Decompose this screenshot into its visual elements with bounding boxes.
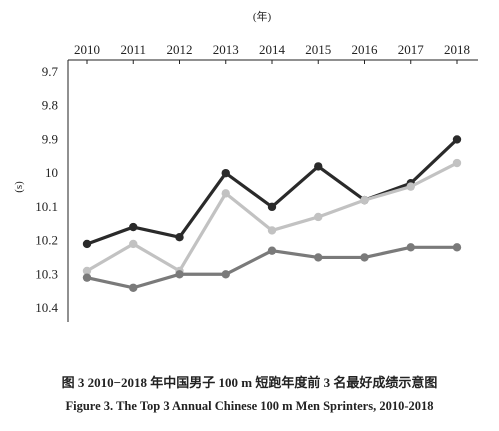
line-chart: (年) (s) 2010 2011 2012 2013 2014 2015 2016 2017… — [13, 9, 478, 322]
x-tick-label: 2017 — [398, 42, 425, 57]
series-3 — [82, 243, 462, 292]
x-tick-label: 2018 — [444, 42, 470, 57]
data-point — [82, 273, 92, 282]
data-point — [129, 222, 138, 232]
y-tick-label: 10.2 — [35, 233, 58, 248]
figure-caption-chinese: 图 3 2010−2018 年中国男子 100 m 短跑年度前 3 名最好成绩示… — [61, 375, 438, 390]
data-point — [82, 239, 92, 249]
data-point — [129, 283, 138, 292]
data-point — [360, 253, 369, 262]
x-unit-label: (年) — [253, 9, 272, 23]
data-point — [452, 135, 462, 144]
y-tick-labels: 9.7 9.8 9.9 10 10.1 10.2 10.3 10.4 — [35, 64, 58, 315]
y-tick-label: 10.3 — [35, 266, 58, 281]
y-unit-label: (s) — [13, 181, 25, 193]
x-tick-label: 2013 — [213, 42, 239, 57]
x-tick-label: 2011 — [120, 42, 146, 57]
x-tick-label: 2015 — [305, 42, 331, 57]
data-point — [221, 168, 230, 178]
data-point — [406, 243, 415, 252]
x-tick-label: 2010 — [74, 42, 100, 57]
data-point — [175, 233, 184, 242]
y-tick-label: 10.1 — [35, 199, 58, 214]
data-point — [406, 182, 415, 191]
data-point — [221, 270, 230, 279]
figure-caption-english: Figure 3. The Top 3 Annual Chinese 100 m… — [65, 399, 434, 413]
data-point — [314, 253, 323, 262]
data-point — [267, 202, 277, 212]
data-point — [267, 246, 277, 255]
y-tick-label: 9.9 — [42, 131, 58, 146]
data-point — [221, 189, 230, 198]
series-2 — [82, 158, 462, 276]
x-tick-marks — [86, 60, 458, 64]
x-tick-label: 2012 — [167, 42, 193, 57]
data-point — [452, 158, 462, 168]
data-point — [452, 243, 462, 252]
data-point — [129, 239, 138, 249]
y-tick-label: 10 — [45, 165, 58, 180]
x-tick-label: 2014 — [259, 42, 286, 57]
data-point — [267, 226, 277, 235]
x-tick-labels: 2010 2011 2012 2013 2014 2015 2016 2017 2018 — [74, 42, 470, 57]
data-point — [360, 195, 369, 205]
data-point — [175, 270, 184, 279]
data-point — [82, 266, 92, 276]
series-group — [82, 135, 462, 292]
data-point — [314, 212, 323, 222]
x-tick-label: 2016 — [352, 42, 379, 57]
y-tick-label: 10.4 — [35, 300, 58, 315]
y-tick-label: 9.8 — [42, 98, 58, 113]
data-point — [314, 162, 323, 171]
y-tick-label: 9.7 — [42, 64, 59, 79]
